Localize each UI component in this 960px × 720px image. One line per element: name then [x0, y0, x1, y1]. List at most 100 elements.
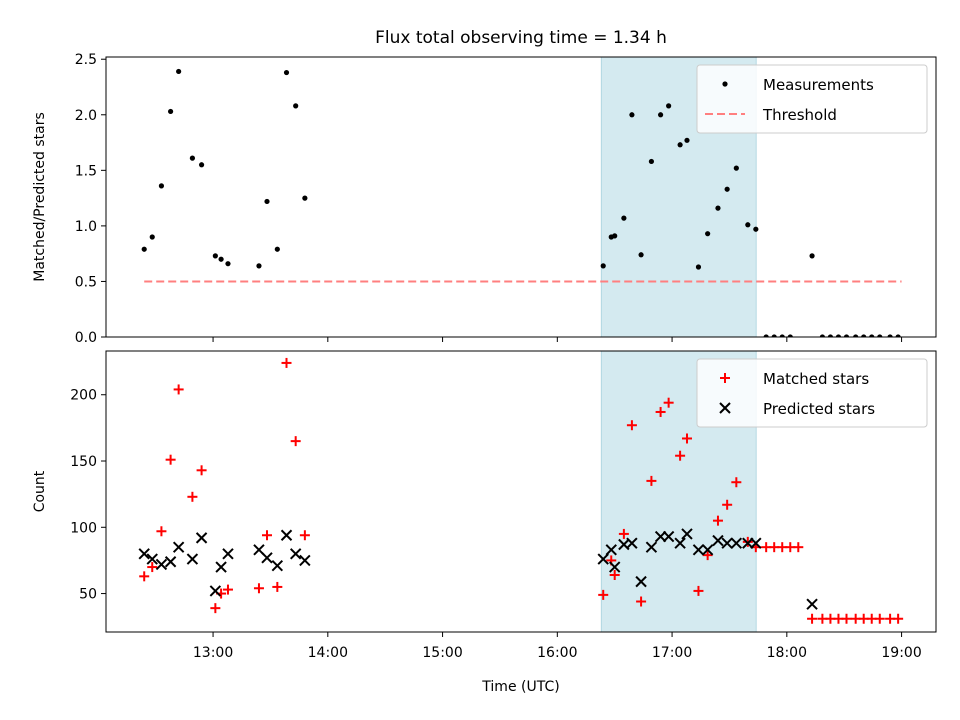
- data-point: [196, 465, 207, 476]
- data-point: [895, 334, 901, 337]
- legend-label: Matched stars: [763, 370, 869, 388]
- data-point: [210, 603, 221, 614]
- data-point: [712, 515, 723, 526]
- data-point: [186, 553, 199, 565]
- data-point: [763, 334, 769, 337]
- chart-title: Flux total observing time = 1.34 h: [375, 28, 667, 48]
- panel-1: 0.0 0.5 1.0 1.5 2.0 2.5 Matched/Predicted star…: [32, 52, 937, 346]
- data-point: [731, 477, 742, 488]
- data-point: [600, 263, 606, 269]
- data-point: [189, 155, 196, 161]
- legend-marker: [719, 402, 731, 414]
- data-point: [753, 226, 759, 232]
- legend: Measurements Threshold: [696, 64, 928, 134]
- data-point: [605, 544, 617, 556]
- data-point: [225, 261, 231, 267]
- data-point: [256, 263, 262, 269]
- data-point: [721, 537, 733, 549]
- data-point: [253, 583, 264, 594]
- data-point: [638, 252, 644, 258]
- data-point: [722, 499, 733, 510]
- data-point: [618, 528, 629, 539]
- data-point: [274, 246, 280, 252]
- y-tick-label: 2.5: [75, 52, 97, 68]
- data-point: [779, 334, 785, 337]
- data-point: [283, 69, 290, 76]
- data-point: [663, 397, 674, 408]
- data-point: [712, 534, 724, 547]
- x-tick-label: 19:00: [881, 645, 921, 661]
- data-point: [887, 334, 893, 337]
- data-point: [626, 420, 637, 431]
- data-point: [655, 406, 666, 417]
- data-point: [222, 584, 233, 595]
- y-axis-label: Count: [32, 470, 48, 512]
- data-point: [289, 548, 302, 560]
- data-point: [874, 613, 885, 624]
- data-point: [290, 436, 301, 447]
- data-point: [853, 334, 859, 337]
- data-point: [222, 548, 234, 560]
- data-point: [215, 561, 227, 573]
- data-point: [750, 537, 762, 549]
- data-point: [893, 613, 904, 624]
- x-tick-label: 15:00: [422, 645, 462, 661]
- data-point: [806, 598, 818, 610]
- data-point: [172, 541, 185, 553]
- series-measurements: [141, 68, 901, 337]
- data-point: [657, 112, 664, 118]
- data-point: [809, 253, 815, 259]
- data-point: [139, 571, 150, 582]
- data-point: [165, 454, 176, 465]
- data-point: [675, 450, 686, 461]
- data-point: [877, 334, 883, 337]
- plot-area: [138, 357, 904, 624]
- x-tick-label: 13:00: [193, 645, 233, 661]
- legend-marker: [720, 373, 730, 383]
- series-predicted-stars: [138, 528, 818, 610]
- data-point: [608, 561, 621, 573]
- data-point: [597, 553, 609, 565]
- data-point: [645, 541, 658, 553]
- data-point: [636, 596, 647, 607]
- data-point: [869, 334, 875, 337]
- data-point: [807, 613, 818, 624]
- data-point: [612, 233, 618, 239]
- data-point: [280, 529, 293, 541]
- data-point: [787, 334, 793, 337]
- y-tick-label: 2.0: [75, 108, 97, 124]
- data-point: [261, 552, 273, 564]
- data-point: [198, 162, 205, 168]
- data-point: [771, 334, 777, 337]
- data-point: [843, 334, 850, 337]
- data-point: [702, 550, 713, 561]
- y-tick-label: 0.0: [75, 330, 97, 346]
- legend-label: Predicted stars: [763, 400, 875, 418]
- data-point: [293, 103, 299, 109]
- axes-frame: [105, 56, 937, 338]
- data-point: [164, 556, 177, 568]
- data-point: [621, 215, 627, 221]
- data-point: [212, 253, 218, 259]
- data-point: [158, 183, 165, 189]
- data-point: [835, 334, 842, 337]
- data-point: [684, 137, 690, 143]
- data-point: [609, 570, 620, 581]
- data-point: [693, 585, 704, 596]
- data-point: [173, 384, 184, 395]
- data-point: [149, 234, 155, 240]
- data-point: [793, 542, 804, 553]
- data-point: [674, 537, 686, 549]
- y-axis-label: Matched/Predicted stars: [32, 112, 48, 282]
- y-tick-label: 50: [79, 587, 97, 603]
- data-point: [629, 112, 635, 118]
- data-point: [138, 548, 150, 560]
- data-point: [147, 562, 158, 573]
- data-point: [733, 165, 739, 171]
- plot-area: [141, 68, 902, 337]
- data-point: [646, 475, 657, 486]
- data-point: [681, 433, 692, 444]
- data-point: [635, 575, 647, 588]
- data-point: [176, 68, 182, 75]
